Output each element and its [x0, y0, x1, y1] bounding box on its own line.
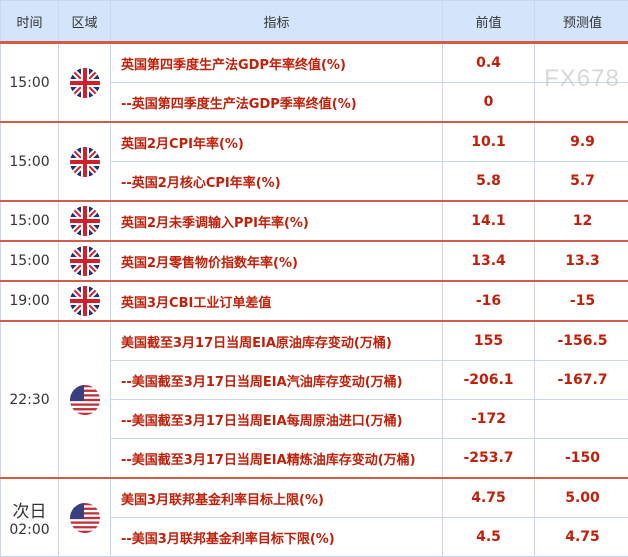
time-label: 15:00 [9, 213, 49, 229]
forecast-value: -150 [535, 439, 628, 479]
forecast-value: 5.00 [535, 478, 628, 518]
indicator-cell: 英国3月CBI工业订单差值 [111, 281, 443, 321]
forecast-value: -15 [535, 281, 628, 321]
previous-value: 4.5 [443, 518, 535, 557]
indicator-cell: --美国3月联邦基金利率目标下限(%) [111, 518, 443, 557]
indicator-cell: --英国第四季度生产法GDP季率终值(%) [111, 83, 443, 123]
time-cell: 22:30 [1, 321, 59, 478]
indicator-cell: --美国截至3月17日当周EIA汽油库存变动(万桶) [111, 361, 443, 400]
forecast-value [535, 83, 628, 123]
indicator-cell: 英国第四季度生产法GDP年率终值(%) [111, 43, 443, 83]
forecast-value [535, 43, 628, 83]
indicator-cell: 美国3月联邦基金利率目标上限(%) [111, 478, 443, 518]
forecast-value: 9.9 [535, 122, 628, 162]
time-label: 15:00 [9, 253, 49, 269]
header-time: 时间 [1, 1, 59, 43]
indicator-cell: 英国2月未季调输入PPI年率(%) [111, 201, 443, 241]
day-label: 次日 [1, 497, 58, 522]
time-label: 15:00 [9, 154, 49, 170]
region-cell [59, 478, 111, 557]
indicator-cell: 美国截至3月17日当周EIA原油库存变动(万桶) [111, 321, 443, 361]
region-cell [59, 201, 111, 241]
previous-value: 13.4 [443, 241, 535, 281]
indicator-cell: 英国2月CPI年率(%) [111, 122, 443, 162]
time-cell: 15:00 [1, 241, 59, 281]
us-flag-icon [70, 503, 100, 533]
forecast-value: 13.3 [535, 241, 628, 281]
indicator-cell: --英国2月核心CPI年率(%) [111, 162, 443, 202]
header-region: 区域 [59, 1, 111, 43]
uk-flag-icon [70, 246, 100, 276]
indicator-cell: --美国截至3月17日当周EIA每周原油进口(万桶) [111, 400, 443, 439]
previous-value: 155 [443, 321, 535, 361]
uk-flag-icon [70, 206, 100, 236]
time-label: 19:00 [9, 293, 49, 309]
indicator-cell: 英国2月零售物价指数年率(%) [111, 241, 443, 281]
forecast-value: 5.7 [535, 162, 628, 202]
forecast-value [535, 400, 628, 439]
uk-flag-icon [70, 147, 100, 177]
forecast-value: 12 [535, 201, 628, 241]
previous-value: 4.75 [443, 478, 535, 518]
header-indicator: 指标 [111, 1, 443, 43]
region-cell [59, 122, 111, 201]
previous-value: 0.4 [443, 43, 535, 83]
time-label: 22:30 [9, 392, 49, 408]
time-cell: 15:00 [1, 122, 59, 201]
indicator-cell: --美国截至3月17日当周EIA精炼油库存变动(万桶) [111, 439, 443, 479]
region-cell [59, 321, 111, 478]
region-cell [59, 43, 111, 123]
time-cell: 15:00 [1, 43, 59, 123]
time-label: 02:00 [9, 522, 49, 538]
header-forecast: 预测值 [535, 1, 628, 43]
time-label: 15:00 [9, 75, 49, 91]
time-cell: 19:00 [1, 281, 59, 321]
previous-value: 0 [443, 83, 535, 123]
previous-value: 10.1 [443, 122, 535, 162]
previous-value: -206.1 [443, 361, 535, 400]
header-previous: 前值 [443, 1, 535, 43]
region-cell [59, 241, 111, 281]
forecast-value: 4.75 [535, 518, 628, 557]
uk-flag-icon [70, 68, 100, 98]
forecast-value: -167.7 [535, 361, 628, 400]
table-row: 19:00 英国3月CBI工业订单差值-16-15 [1, 281, 628, 321]
forecast-value: -156.5 [535, 321, 628, 361]
previous-value: -16 [443, 281, 535, 321]
previous-value: -253.7 [443, 439, 535, 479]
previous-value: 5.8 [443, 162, 535, 202]
uk-flag-icon [70, 286, 100, 316]
time-cell: 15:00 [1, 201, 59, 241]
region-cell [59, 281, 111, 321]
previous-value: -172 [443, 400, 535, 439]
previous-value: 14.1 [443, 201, 535, 241]
us-flag-icon [70, 385, 100, 415]
